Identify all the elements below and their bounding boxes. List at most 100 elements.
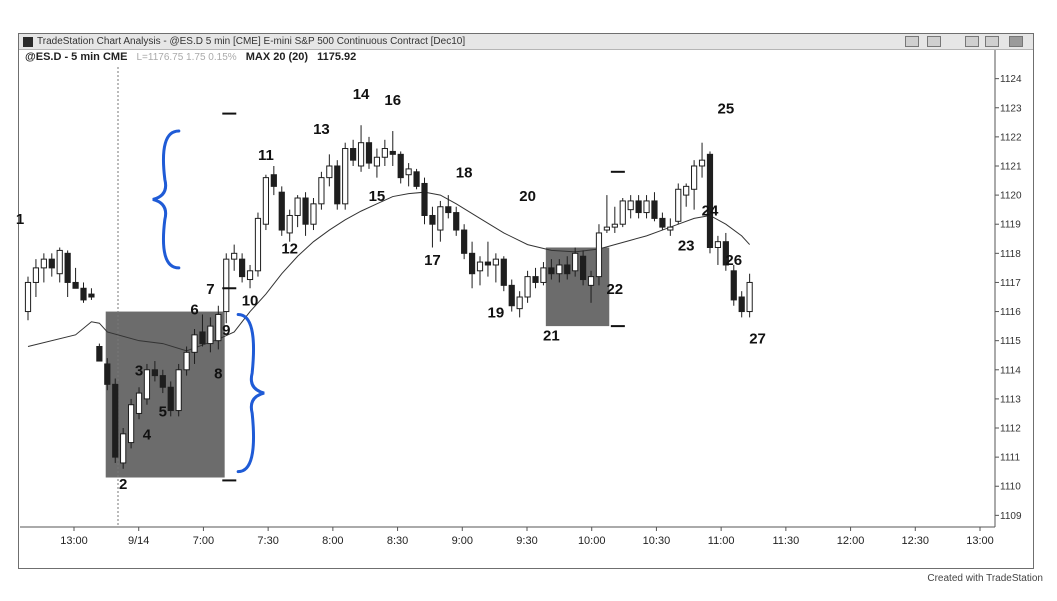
candle-body — [667, 226, 674, 231]
candle-body — [64, 252, 71, 283]
candle — [397, 151, 404, 184]
candle-body — [572, 252, 579, 272]
x-tick-label: 8:00 — [322, 535, 343, 547]
candle — [611, 206, 618, 233]
bar-label: 26 — [725, 252, 742, 269]
y-tick-label: 1122 — [1000, 132, 1022, 143]
y-tick-label: 1116 — [1000, 307, 1021, 318]
candle — [445, 195, 452, 219]
candle-body — [746, 281, 753, 313]
candle-body — [112, 383, 119, 458]
candle-body — [151, 369, 158, 377]
candle — [453, 206, 460, 236]
candle — [381, 139, 388, 166]
bar-label: 4 — [143, 427, 152, 444]
candle — [270, 165, 277, 196]
candle — [231, 244, 238, 271]
candle — [476, 256, 484, 286]
candle — [572, 247, 579, 277]
x-tick-label: 8:30 — [387, 535, 408, 547]
ma-label: MAX 20 (20) — [245, 51, 309, 63]
x-tick-label: 12:00 — [837, 535, 865, 547]
y-tick-label: 1111 — [1000, 453, 1020, 464]
candle — [104, 358, 111, 391]
candle-body — [120, 433, 127, 464]
candle — [627, 195, 634, 219]
candle-body — [691, 165, 698, 190]
candle — [564, 256, 571, 280]
y-tick-label: 1110 — [1000, 482, 1021, 493]
candle — [48, 253, 55, 277]
bar-label: 27 — [749, 331, 766, 348]
bar-label: 16 — [384, 92, 401, 109]
candle — [722, 232, 729, 271]
ma-line — [27, 191, 751, 352]
restore-icon[interactable] — [985, 36, 999, 47]
tile-icon[interactable] — [927, 36, 941, 47]
y-tick-label: 1121 — [1000, 161, 1022, 172]
candle-body — [405, 168, 412, 176]
y-tick-label: 1118 — [1000, 249, 1021, 260]
candle-body — [48, 258, 55, 269]
candle-body — [207, 325, 214, 345]
candle — [524, 270, 531, 303]
candle-body — [175, 369, 182, 412]
y-tick-label: 1124 — [1000, 74, 1022, 85]
candle — [659, 212, 666, 231]
candle-body — [262, 177, 269, 225]
candle-body — [611, 223, 618, 228]
candle — [24, 276, 32, 321]
candle-body — [246, 270, 254, 281]
close-icon[interactable] — [1009, 36, 1023, 47]
candle-body — [350, 148, 357, 161]
candle-body — [508, 284, 515, 307]
candle — [461, 224, 468, 260]
layout-icon[interactable] — [905, 36, 919, 47]
candle — [492, 253, 499, 283]
candle — [651, 192, 658, 222]
candle — [334, 160, 341, 210]
candle-body — [223, 258, 230, 313]
candle-body — [587, 276, 595, 286]
candle-body — [675, 188, 682, 222]
candle-body — [24, 281, 32, 313]
bar-label: 15 — [369, 188, 386, 205]
minimize-icon[interactable] — [965, 36, 979, 47]
candle — [643, 195, 650, 219]
candle — [484, 241, 492, 277]
candle-body — [619, 200, 626, 225]
candle-body — [286, 214, 293, 234]
candle-body — [302, 197, 309, 225]
candle — [302, 192, 309, 236]
bar-label: 17 — [424, 252, 441, 269]
x-tick-label: 13:00 — [60, 535, 88, 547]
candle — [421, 177, 428, 225]
candle — [64, 250, 71, 297]
candle-body — [492, 258, 499, 266]
candle-body — [714, 241, 722, 249]
bar-label: 12 — [281, 240, 298, 257]
candle-body — [127, 404, 135, 444]
app-icon — [23, 37, 33, 47]
candle-body — [88, 293, 95, 298]
candle-body — [445, 206, 452, 214]
candle — [738, 291, 745, 318]
candle — [714, 235, 722, 265]
candle — [143, 363, 151, 405]
candle — [239, 253, 246, 283]
ma-value: 1175.92 — [317, 51, 357, 63]
candle — [698, 142, 706, 178]
candle — [32, 259, 40, 297]
x-tick-label: 9:30 — [516, 535, 537, 547]
candle-body — [239, 258, 246, 278]
candle-body — [373, 156, 381, 167]
candle-body — [365, 142, 373, 164]
candle-body — [96, 345, 103, 362]
candle-body — [603, 226, 610, 231]
symbol-label: @ES.D - 5 min CME — [25, 51, 128, 63]
candle-body — [437, 206, 444, 231]
candle-body — [231, 252, 238, 260]
candle-body — [342, 148, 349, 205]
candle — [278, 186, 285, 236]
x-tick-label: 9:00 — [452, 535, 473, 547]
